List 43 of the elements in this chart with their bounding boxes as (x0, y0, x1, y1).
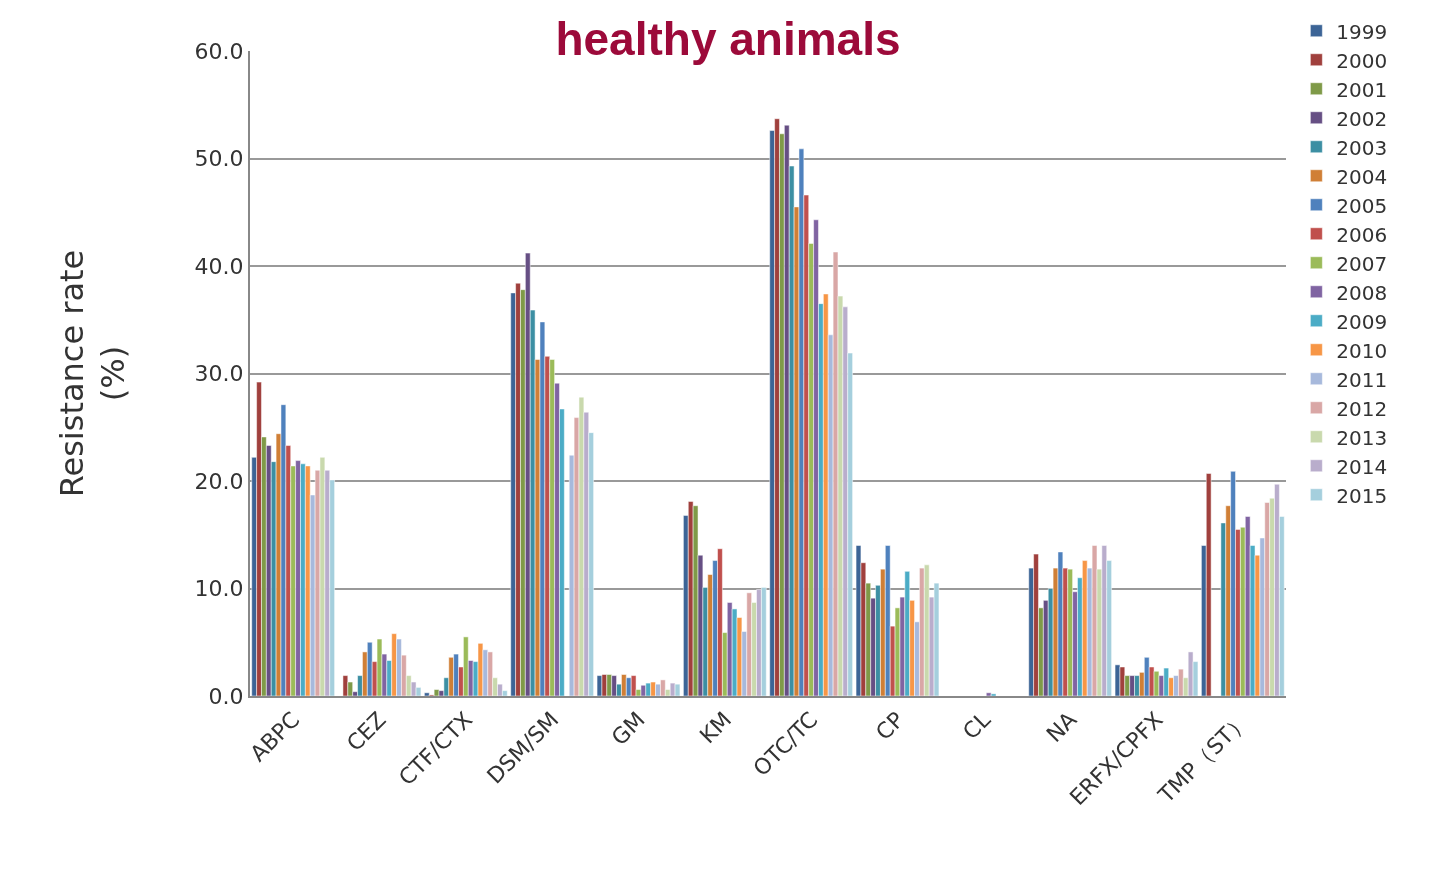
legend-label: 2011 (1336, 367, 1388, 392)
legend-label: 2005 (1336, 193, 1388, 218)
y-tick-label: 40.0 (194, 253, 244, 279)
legend-label: 2013 (1336, 425, 1388, 450)
x-tick-label: GM (606, 707, 650, 751)
bar (1114, 664, 1121, 696)
bar (477, 643, 484, 696)
legend-label: 2014 (1336, 454, 1388, 479)
bar (376, 638, 383, 696)
legend-label: 2002 (1336, 106, 1388, 131)
bar (855, 545, 862, 696)
legend-label: 2006 (1336, 222, 1388, 247)
legend-label: 2001 (1336, 77, 1388, 102)
bar (433, 689, 440, 696)
legend-label: 1999 (1336, 19, 1388, 44)
legend-label: 2015 (1336, 483, 1388, 508)
bar (596, 675, 603, 696)
legend-label: 2012 (1336, 396, 1388, 421)
bar (674, 683, 681, 696)
x-tick-label: KM (694, 707, 737, 749)
chart-title: healthy animals (555, 12, 901, 65)
legend-label: 2003 (1336, 135, 1388, 160)
legend-label: 2009 (1336, 309, 1388, 334)
x-tick-label: CL (957, 706, 996, 745)
bar (630, 675, 637, 696)
bar (990, 693, 997, 696)
x-tick-label: CP (870, 707, 909, 745)
legend-label: 2000 (1336, 48, 1388, 73)
y-tick-label: 0.0 (208, 683, 244, 709)
y-tick-label: 60.0 (194, 38, 244, 64)
legend-label: 2008 (1336, 280, 1388, 305)
bar (424, 692, 430, 696)
legend-label: 2004 (1336, 164, 1388, 189)
y-tick-label: 10.0 (194, 576, 244, 602)
bar (342, 675, 349, 696)
y-tick-label: 20.0 (194, 468, 244, 494)
y-tick-label: 50.0 (194, 146, 244, 172)
legend-label: 2007 (1336, 251, 1388, 276)
y-tick-label: 30.0 (194, 361, 244, 387)
y-axis-title: Resistance rate (%) (52, 249, 133, 498)
bar (933, 582, 940, 696)
bar (1091, 545, 1098, 696)
legend-label: 2010 (1336, 338, 1388, 363)
